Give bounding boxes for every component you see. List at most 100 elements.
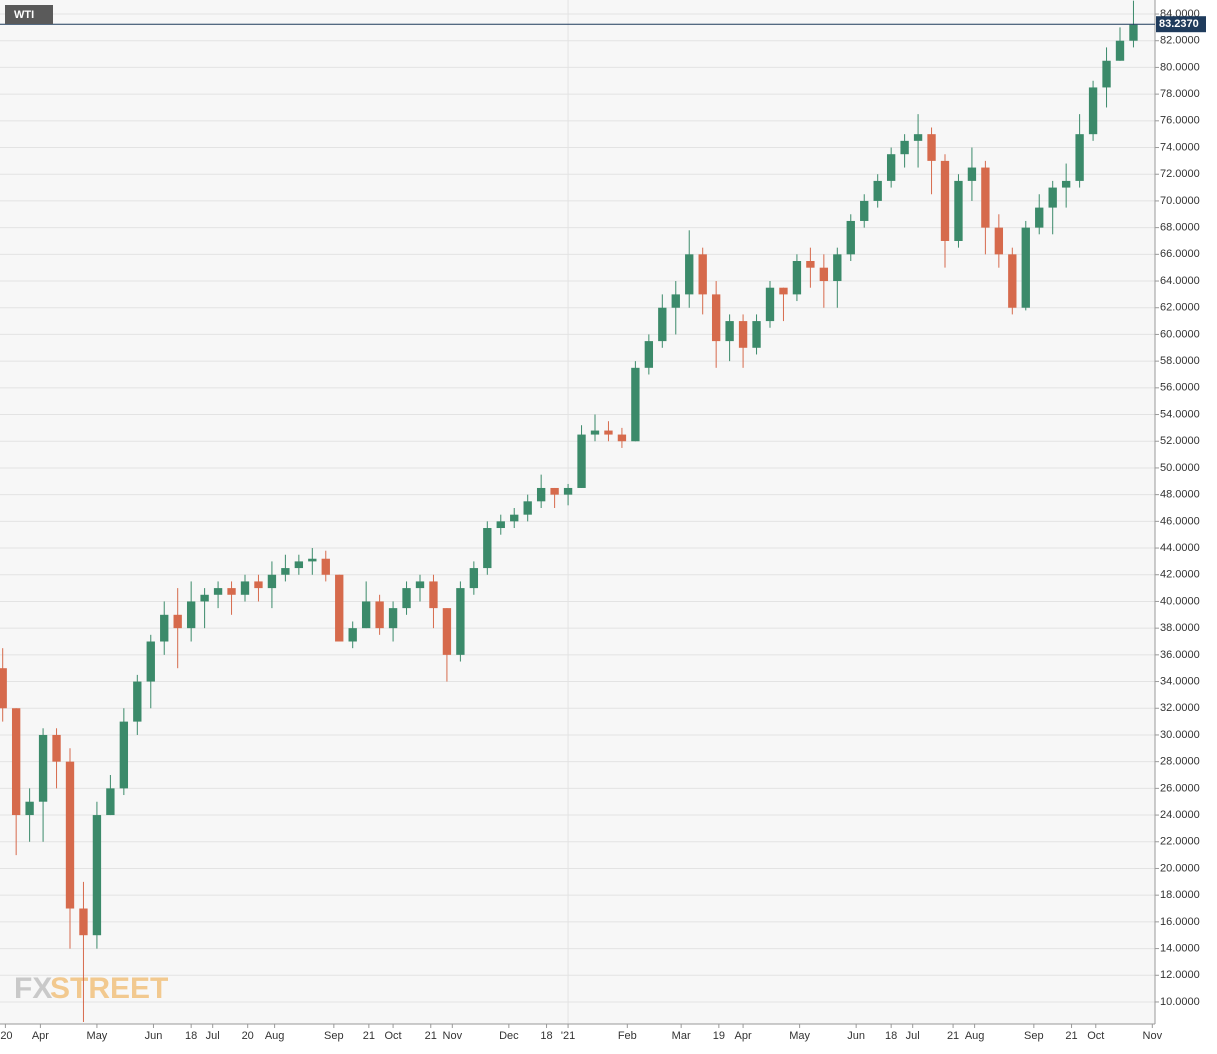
x-tick-label: Nov — [443, 1030, 463, 1042]
x-tick-label: Sep — [324, 1030, 344, 1042]
candle-body — [375, 601, 384, 629]
x-tick-label: May — [87, 1030, 108, 1042]
candle-body — [483, 528, 492, 569]
x-tick-label: '21 — [561, 1030, 575, 1042]
candle-body — [536, 487, 546, 502]
candle-body — [469, 568, 479, 589]
candle-body — [738, 321, 748, 348]
candle-body — [833, 254, 842, 282]
x-tick-label: Apr — [735, 1030, 752, 1042]
x-tick-label: Aug — [265, 1030, 285, 1042]
candle-body — [173, 614, 182, 629]
y-tick-label: 26.0000 — [1160, 782, 1200, 794]
candle-body — [254, 581, 263, 589]
y-tick-label: 30.0000 — [1160, 729, 1200, 741]
candle-body — [819, 267, 829, 282]
x-tick-label: 20 — [242, 1030, 254, 1042]
candle-body — [213, 588, 223, 595]
candle-body — [940, 160, 950, 241]
candle-body — [106, 788, 115, 816]
last-price-box — [1156, 16, 1206, 33]
candle-body — [967, 167, 977, 181]
candle-body — [792, 261, 802, 295]
x-tick-label: 21 — [1065, 1030, 1077, 1042]
y-tick-label: 68.0000 — [1160, 222, 1200, 234]
plot-background — [0, 0, 1155, 1024]
candle-body — [38, 734, 48, 802]
y-tick-label: 72.0000 — [1160, 168, 1200, 180]
y-tick-label: 62.0000 — [1160, 302, 1200, 314]
candle-body — [227, 588, 236, 595]
candle-body — [52, 734, 61, 762]
x-tick-label: Aug — [965, 1030, 985, 1042]
candle-body — [1035, 207, 1044, 228]
x-tick-label: Jun — [847, 1030, 865, 1042]
y-tick-label: 28.0000 — [1160, 756, 1200, 768]
x-tick-label: 21 — [363, 1030, 375, 1042]
candle-body — [658, 307, 667, 342]
x-tick-label: 18 — [185, 1030, 197, 1042]
x-tick-label: May — [789, 1030, 810, 1042]
candle-body — [0, 668, 7, 709]
candle-body — [1129, 24, 1138, 41]
y-tick-label: 20.0000 — [1160, 862, 1200, 874]
candle-body — [913, 134, 923, 141]
candle-body — [308, 558, 317, 562]
y-tick-label: 64.0000 — [1160, 275, 1200, 287]
candle-body — [160, 614, 169, 642]
x-tick-label: Feb — [618, 1030, 637, 1042]
candle-body — [186, 601, 196, 629]
chart-title: WTI — [14, 9, 34, 21]
y-tick-label: 52.0000 — [1160, 435, 1200, 447]
x-tick-label: 18 — [540, 1030, 552, 1042]
candle-body — [510, 514, 519, 522]
y-tick-label: 34.0000 — [1160, 675, 1200, 687]
candle-body — [994, 227, 1004, 255]
y-tick-label: 14.0000 — [1160, 942, 1200, 954]
x-tick-label: Apr — [32, 1030, 49, 1042]
y-tick-label: 80.0000 — [1160, 61, 1200, 73]
candle-body — [281, 568, 290, 575]
watermark-suffix: STREET — [50, 972, 168, 1005]
x-tick-label: Nov — [1143, 1030, 1163, 1042]
candle-body — [1102, 60, 1111, 88]
candle-body — [523, 501, 532, 515]
x-tick-label: Sep — [1024, 1030, 1044, 1042]
x-tick-label: Oct — [1087, 1030, 1104, 1042]
candle-body — [1008, 254, 1017, 308]
y-tick-label: 12.0000 — [1160, 969, 1200, 981]
x-tick-label: '20 — [0, 1030, 13, 1042]
symbol-badge — [5, 5, 53, 24]
x-tick-label: Oct — [385, 1030, 402, 1042]
candle-body — [294, 561, 304, 569]
candle-body — [348, 628, 357, 642]
candle-body — [604, 430, 613, 435]
y-tick-label: 70.0000 — [1160, 195, 1200, 207]
candle-body — [806, 261, 815, 268]
y-tick-label: 40.0000 — [1160, 595, 1200, 607]
candle-body — [1061, 180, 1071, 188]
candle-body — [429, 581, 438, 609]
y-tick-label: 66.0000 — [1160, 248, 1200, 260]
x-tick-label: Mar — [672, 1030, 691, 1042]
y-tick-label: 36.0000 — [1160, 649, 1200, 661]
y-tick-label: 76.0000 — [1160, 115, 1200, 127]
candle-body — [1088, 87, 1098, 135]
y-tick-label: 10.0000 — [1160, 996, 1200, 1008]
y-tick-label: 46.0000 — [1160, 515, 1200, 527]
candle-body — [119, 721, 129, 789]
candle-body — [711, 294, 721, 342]
y-tick-label: 54.0000 — [1160, 408, 1200, 420]
x-tick-label: Jul — [906, 1030, 920, 1042]
candle-body — [11, 708, 21, 816]
candle-body — [954, 180, 963, 241]
y-tick-label: 78.0000 — [1160, 88, 1200, 100]
candle-body — [65, 761, 75, 909]
candle-body — [442, 608, 452, 655]
y-tick-label: 48.0000 — [1160, 489, 1200, 501]
last-price-label: 83.2370 — [1159, 18, 1199, 30]
candle-body — [361, 601, 371, 629]
x-tick-label: 21 — [425, 1030, 437, 1042]
candle-body — [590, 430, 600, 435]
candle-body — [267, 574, 277, 589]
